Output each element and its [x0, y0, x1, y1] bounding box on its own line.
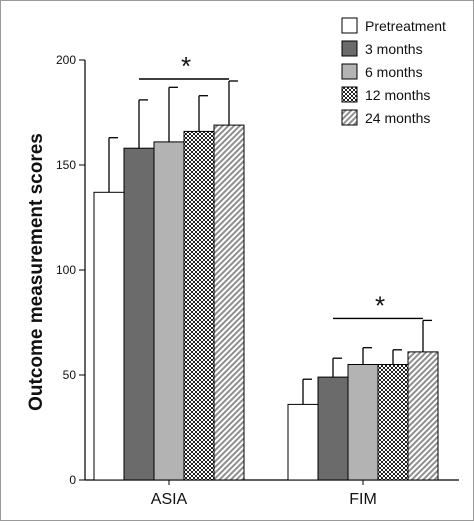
y-tick-label: 200 [56, 53, 76, 67]
bar-12-months-asia [183, 130, 215, 481]
legend-label: 24 months [365, 110, 430, 126]
legend-swatch [341, 40, 358, 57]
y-tick-label: 100 [56, 263, 76, 277]
bar-6-months-asia [153, 141, 185, 481]
bar-pretreatment-asia [93, 191, 125, 481]
legend-label: Pretreatment [365, 18, 446, 34]
legend-swatch [341, 17, 358, 34]
y-tick-label: 150 [56, 158, 76, 172]
bar-3-months-fim [317, 376, 349, 481]
significance-star: * [181, 51, 191, 81]
x-category-label: FIM [349, 491, 377, 508]
y-tick-label: 0 [69, 473, 76, 487]
legend-swatch [341, 63, 358, 80]
bar-24-months-fim [407, 351, 439, 481]
bar-12-months-fim [377, 364, 409, 481]
bar-24-months-asia [213, 124, 245, 481]
legend-swatch [341, 86, 358, 103]
legend-label: 3 months [365, 41, 423, 57]
bar-pretreatment-fim [287, 403, 319, 481]
bar-6-months-fim [347, 364, 379, 481]
bar-3-months-asia [123, 147, 155, 481]
y-axis-title: Outcome measurement scores [26, 133, 47, 411]
legend-label: 12 months [365, 87, 430, 103]
x-category-label: ASIA [151, 491, 188, 508]
y-tick-label: 50 [63, 368, 77, 382]
legend-swatch [341, 109, 358, 126]
legend-label: 6 months [365, 64, 423, 80]
significance-star: * [375, 290, 385, 320]
